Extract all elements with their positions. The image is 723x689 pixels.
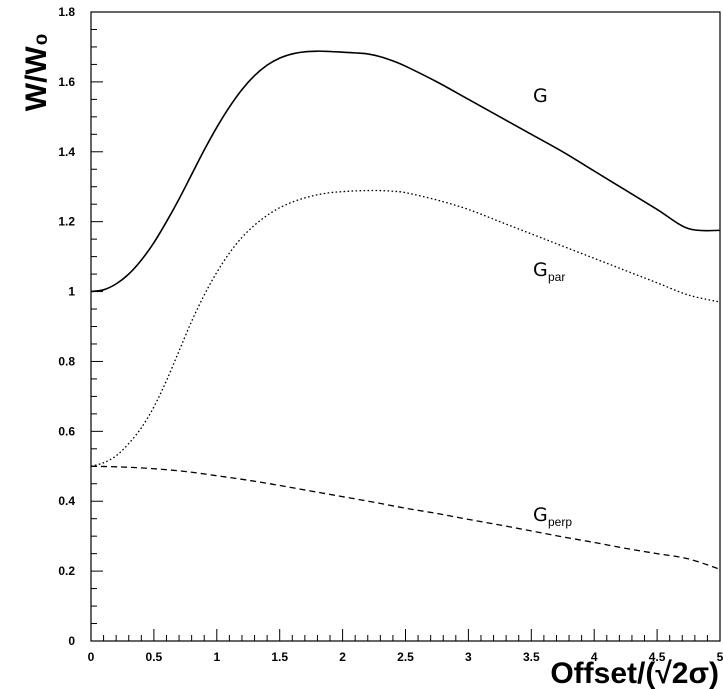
x-tick-label: 3.5 bbox=[523, 650, 540, 664]
y-tick-label: 0 bbox=[68, 634, 75, 648]
series-line-g bbox=[90, 50, 721, 293]
y-tick-label: 1.2 bbox=[58, 215, 75, 229]
plot-frame bbox=[90, 11, 721, 642]
y-tick-label: 0.8 bbox=[58, 354, 75, 368]
curve-label-subscript: par bbox=[548, 270, 565, 284]
series-line-g-perp bbox=[90, 465, 721, 570]
x-tick-label: 0.5 bbox=[146, 650, 163, 664]
y-tick-label: 1.6 bbox=[58, 75, 75, 89]
curve-label-main: G bbox=[533, 259, 548, 281]
x-tick-label: 5 bbox=[717, 650, 723, 664]
x-tick-label: 1 bbox=[213, 650, 220, 664]
y-tick-label: 0.6 bbox=[58, 424, 75, 438]
y-axis-title: W/W₀ bbox=[20, 33, 53, 112]
y-tick-label: 1 bbox=[68, 285, 75, 299]
y-tick-label: 1.8 bbox=[58, 5, 75, 19]
series-line-g-par bbox=[90, 189, 721, 467]
y-tick-label: 0.4 bbox=[58, 494, 75, 508]
curve-label-main: G bbox=[533, 85, 548, 107]
x-tick-label: 3 bbox=[465, 650, 472, 664]
curve-label-subscript: perp bbox=[548, 515, 572, 529]
curve-label-g: G bbox=[533, 85, 548, 107]
x-tick-label: 2 bbox=[339, 650, 346, 664]
y-tick-label: 0.2 bbox=[58, 564, 75, 578]
y-axis-ticks: 0 0.2 0.4 0.6 0.8 1 1.2 1.4 1.6 1.8 bbox=[58, 5, 103, 648]
x-tick-label: 0 bbox=[88, 650, 95, 664]
series-layer bbox=[90, 50, 721, 570]
x-tick-label: 4.5 bbox=[649, 650, 666, 664]
x-tick-label: 4 bbox=[591, 650, 598, 664]
curve-label-main: G bbox=[533, 504, 548, 526]
x-axis-ticks: 0 0.5 1 1.5 2 2.5 3 3.5 4 4.5 5 bbox=[88, 629, 723, 664]
x-axis-title: Offset/(√2σ) bbox=[550, 657, 719, 689]
plot-border bbox=[90, 11, 721, 642]
x-tick-label: 2.5 bbox=[397, 650, 414, 664]
x-tick-label: 1.5 bbox=[271, 650, 288, 664]
y-tick-label: 1.4 bbox=[58, 145, 75, 159]
